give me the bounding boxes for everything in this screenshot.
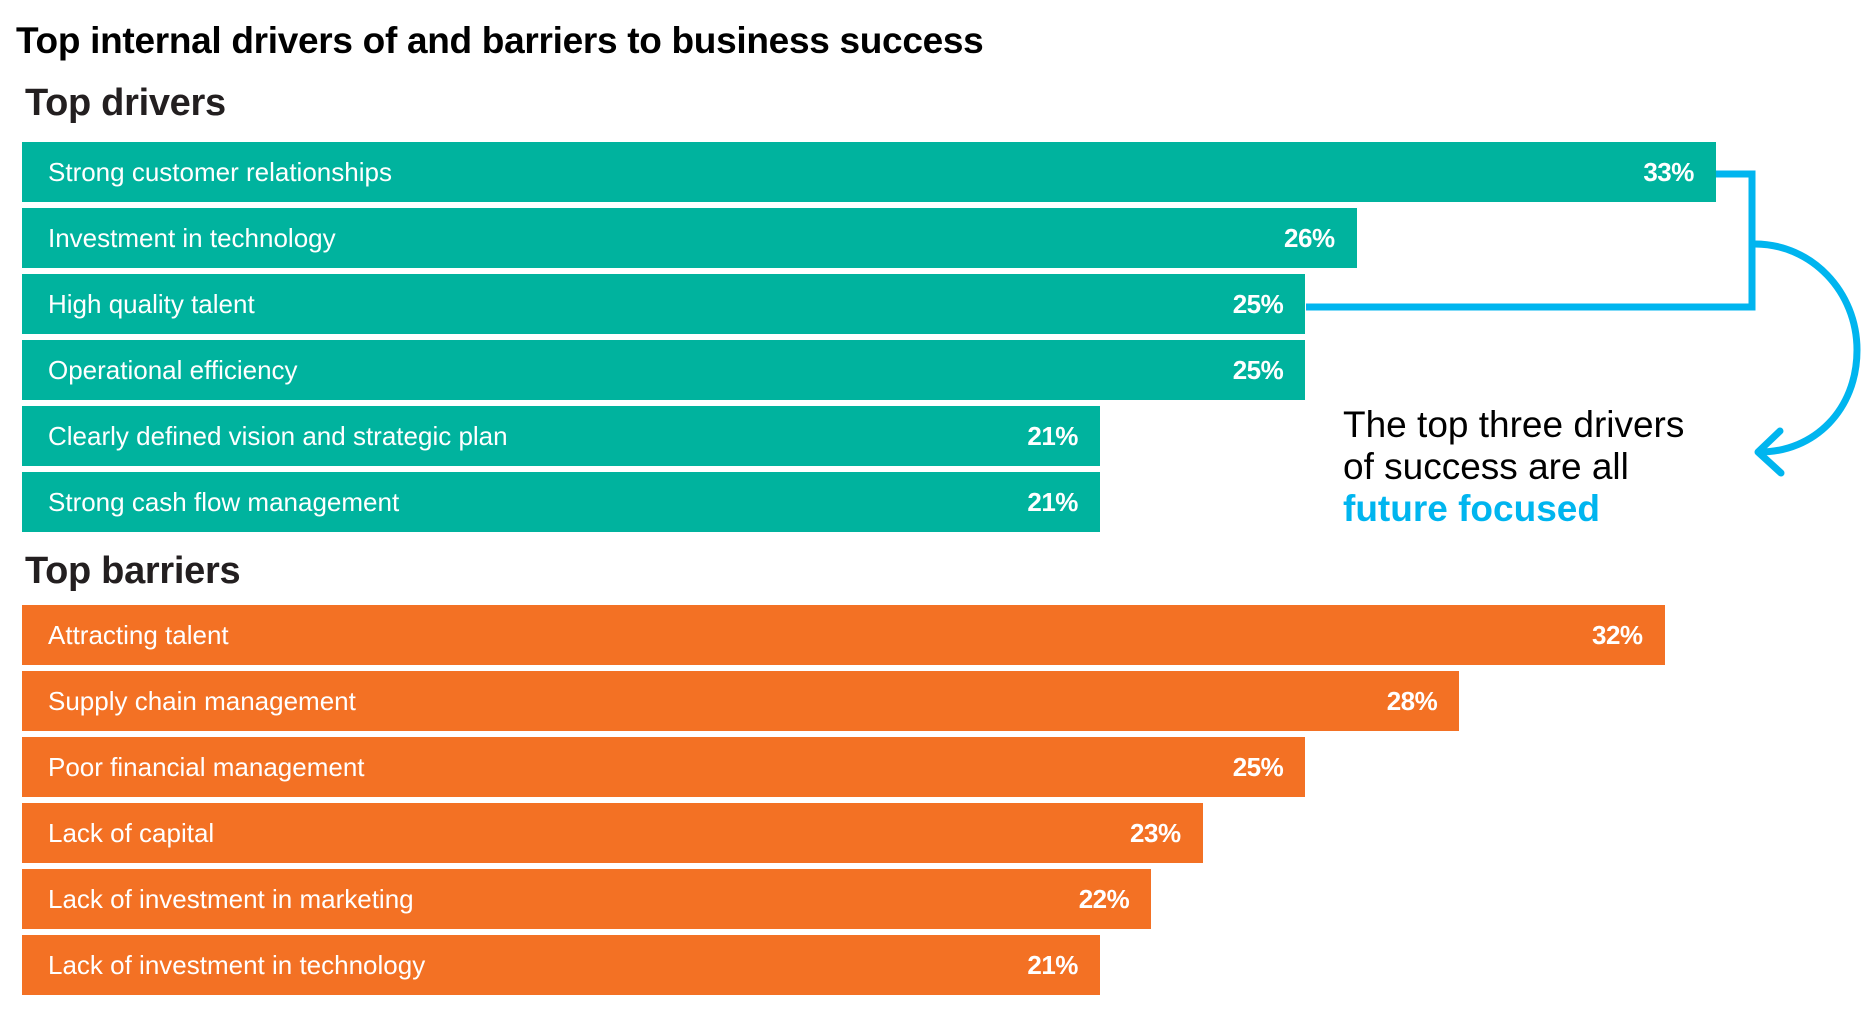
barriers-bar-list: Attracting talent 32% Supply chain managem… — [22, 605, 1665, 1001]
callout-emphasis: future focused — [1343, 488, 1600, 529]
barrier-bar: Poor financial management 25% — [22, 737, 1306, 797]
bar-value-label: 26% — [1284, 223, 1335, 253]
bar-value-label: 21% — [1027, 421, 1078, 451]
bar-category-label: Lack of capital — [48, 818, 215, 848]
barrier-bar: Attracting talent 32% — [22, 605, 1665, 665]
bar-category-label: Supply chain management — [48, 686, 356, 716]
bar-value-label: 21% — [1027, 487, 1078, 517]
bar-category-label: Operational efficiency — [48, 355, 298, 385]
bar-category-label: Strong customer relationships — [48, 157, 392, 187]
bar-value-label: 22% — [1078, 884, 1130, 914]
barrier-bar: Lack of investment in marketing 22% — [22, 869, 1152, 929]
bar-category-label: Strong cash flow management — [48, 487, 400, 517]
callout-line-2: of success are all — [1343, 446, 1629, 487]
bar-value-label: 32% — [1592, 620, 1643, 650]
driver-bar: Strong cash flow management 21% — [22, 472, 1100, 532]
arrowhead-icon — [1754, 427, 1785, 477]
driver-bar: Strong customer relationships 33% — [22, 142, 1716, 202]
driver-bar: High quality talent 25% — [22, 274, 1306, 334]
drivers-bar-list: Strong customer relationships 33% Investme… — [22, 142, 1716, 538]
bar-category-label: High quality talent — [48, 289, 255, 319]
bar-category-label: Lack of investment in marketing — [48, 884, 414, 914]
callout-line-1: The top three drivers — [1343, 404, 1685, 445]
bar-value-label: 23% — [1130, 818, 1181, 848]
driver-bar: Clearly defined vision and strategic pla… — [22, 406, 1100, 466]
bar-category-label: Poor financial management — [48, 752, 365, 782]
bar-category-label: Attracting talent — [48, 620, 229, 650]
bar-value-label: 33% — [1643, 157, 1694, 187]
driver-bar: Operational efficiency 25% — [22, 340, 1306, 400]
barrier-bar: Supply chain management 28% — [22, 671, 1460, 731]
curved-arrow-icon — [1751, 240, 1861, 456]
bar-value-label: 25% — [1232, 752, 1284, 782]
bar-value-label: 21% — [1027, 950, 1078, 980]
chart-title: Top internal drivers of and barriers to … — [16, 20, 984, 61]
barriers-heading: Top barriers — [25, 550, 241, 592]
bar-category-label: Clearly defined vision and strategic pla… — [48, 421, 508, 451]
bar-category-label: Investment in technology — [48, 223, 336, 253]
bar-category-label: Lack of investment in technology — [48, 950, 426, 980]
barrier-bar: Lack of capital 23% — [22, 803, 1203, 863]
bar-value-label: 25% — [1232, 355, 1284, 385]
bar-value-label: 25% — [1232, 289, 1284, 319]
drivers-heading: Top drivers — [25, 82, 226, 124]
barrier-bar: Lack of investment in technology 21% — [22, 935, 1100, 995]
driver-bar: Investment in technology 26% — [22, 208, 1357, 268]
bar-value-label: 28% — [1386, 686, 1438, 716]
callout-text: The top three drivers of success are all… — [1343, 404, 1684, 530]
